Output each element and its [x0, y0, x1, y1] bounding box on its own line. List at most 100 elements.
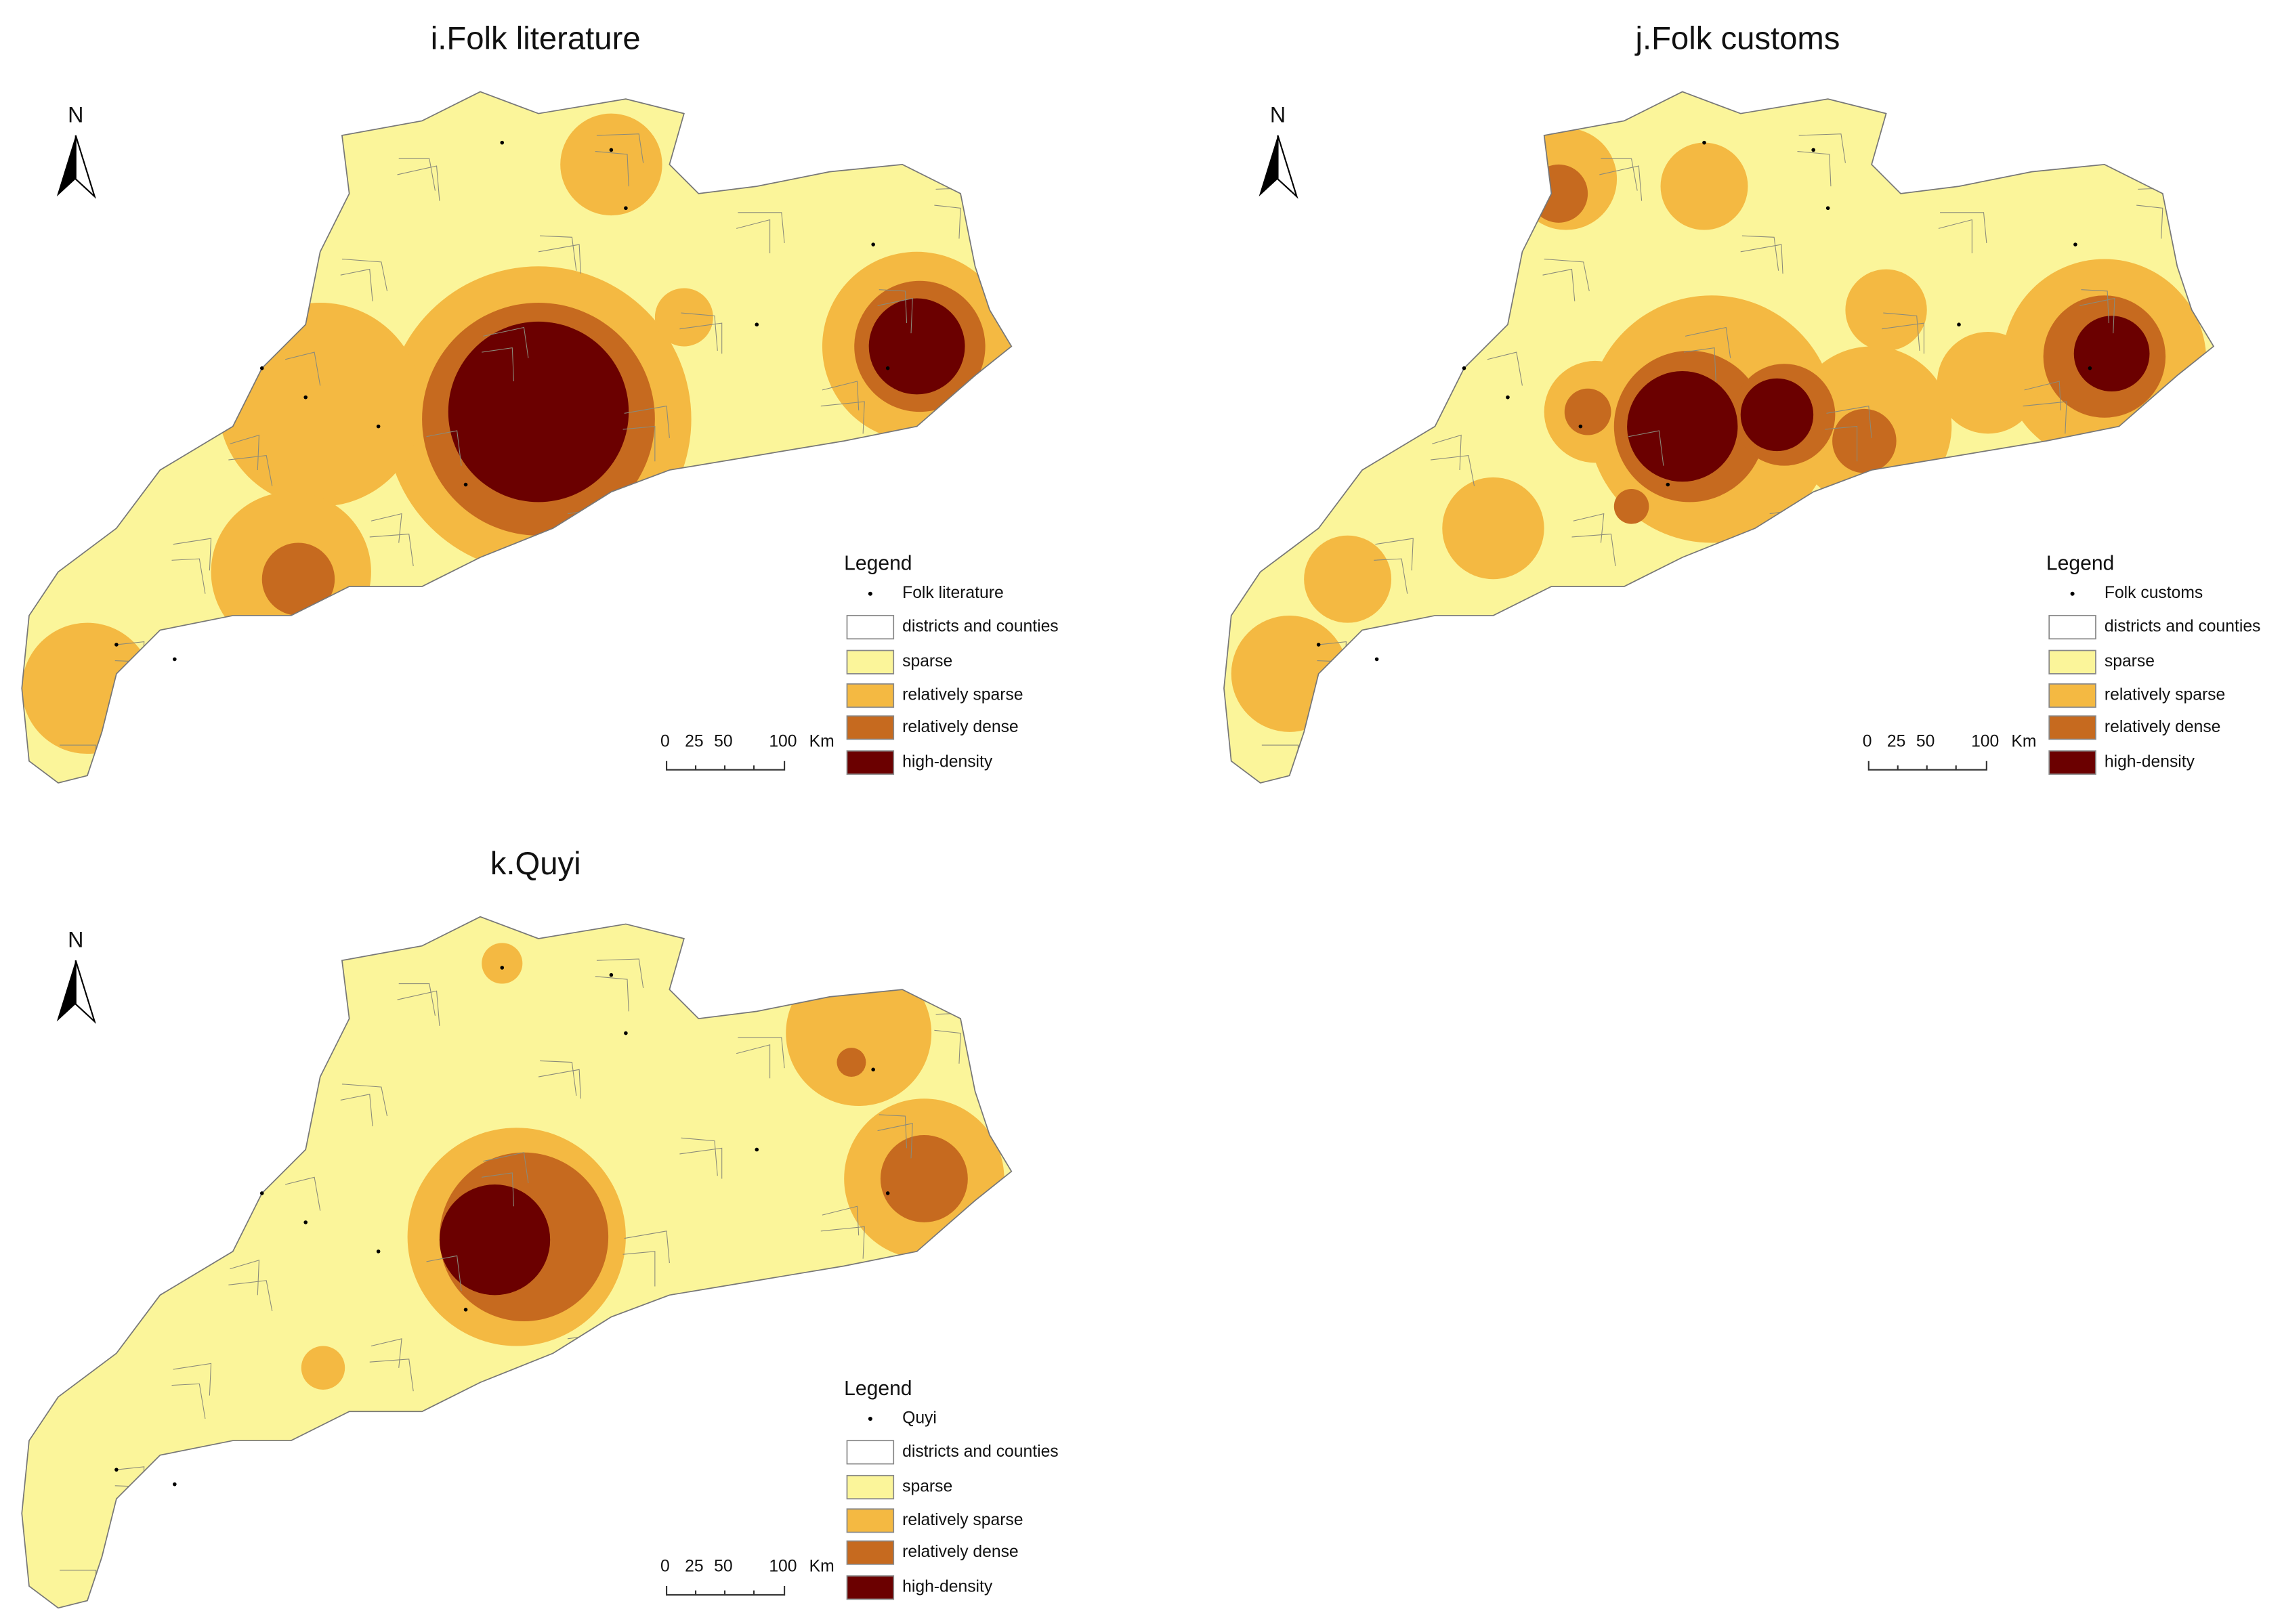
county-boundary: [1544, 258, 1590, 291]
legend-swatch: [846, 649, 895, 675]
county-boundary: [173, 1363, 212, 1396]
county-boundary: [822, 1205, 860, 1236]
county-boundary: [1825, 426, 1858, 462]
county-boundary: [679, 322, 723, 354]
site-point: [1462, 366, 1466, 370]
county-boundary: [736, 219, 771, 253]
site-point: [376, 424, 381, 429]
province-outline: [21, 916, 1013, 1609]
county-boundary: [199, 1015, 232, 1047]
scale-label: Km: [809, 1558, 834, 1576]
scale-label: 25: [685, 732, 703, 750]
county-boundary: [341, 258, 388, 291]
county-boundary: [171, 558, 206, 594]
county-boundary: [1516, 616, 1557, 651]
site-point: [463, 1308, 468, 1312]
north-arrow-right: [75, 960, 96, 1024]
county-boundary: [144, 273, 173, 306]
site-point: [1702, 140, 1706, 145]
north-arrow-left: [56, 135, 76, 197]
county-boundary: [312, 1461, 347, 1492]
legend-title: Legend: [2046, 553, 2114, 575]
legend-swatch: [2048, 649, 2096, 675]
county-boundary: [455, 695, 503, 731]
north-label: N: [1270, 102, 1286, 127]
county-boundary: [1460, 720, 1489, 751]
legend-swatch: [846, 1440, 895, 1465]
county-boundary: [1431, 455, 1475, 486]
county-boundary: [1798, 133, 1846, 163]
county-boundary: [482, 347, 514, 382]
county-boundary: [820, 401, 865, 434]
county-boundary: [1826, 405, 1872, 438]
site-point: [1957, 322, 1961, 327]
legend-swatch: [846, 615, 895, 640]
density-map: [1223, 91, 2214, 784]
scale-label: 50: [714, 732, 732, 750]
county-boundary: [1375, 538, 1414, 571]
county-boundary: [624, 405, 670, 438]
county-boundary: [228, 455, 273, 486]
density-zone: [880, 1134, 968, 1222]
site-point: [1506, 395, 1510, 400]
site-point: [609, 973, 614, 977]
county-boundary: [1290, 366, 1319, 404]
panel-title: i.Folk literature: [431, 21, 641, 57]
density-zone: [1937, 331, 2040, 434]
scale-label: 0: [660, 732, 670, 750]
province-outline: [21, 91, 1013, 784]
county-boundary: [257, 1545, 287, 1577]
county-boundary: [1966, 505, 2000, 534]
legend-label: relatively dense: [2105, 718, 2221, 736]
legend-label: sparse: [902, 1477, 952, 1495]
legend-swatch: [846, 715, 895, 740]
county-boundary: [1657, 695, 1705, 731]
site-point: [755, 322, 759, 327]
legend-swatch: [2048, 615, 2096, 640]
county-boundary: [284, 1176, 321, 1211]
density-zone: [448, 321, 629, 503]
scale-label: 25: [1887, 732, 1905, 750]
scale-label: 100: [1971, 732, 1999, 750]
scale-bar: [665, 761, 786, 771]
county-boundary: [369, 1359, 414, 1392]
county-boundary: [877, 1123, 913, 1159]
county-boundary: [314, 1441, 354, 1476]
site-point: [259, 1191, 264, 1195]
legend-swatch: [2048, 715, 2096, 740]
county-boundary: [681, 312, 718, 351]
scale-bar: [665, 1586, 786, 1596]
density-zone: [1627, 370, 1738, 482]
density-zone: [1231, 615, 1348, 732]
county-boundary: [653, 670, 692, 703]
north-label: N: [68, 928, 83, 952]
county-boundary: [1542, 268, 1576, 301]
county-boundary: [483, 326, 529, 358]
legend-label: relatively dense: [902, 1543, 1019, 1561]
site-point: [1811, 148, 1815, 152]
panel-title: j.Folk customs: [1634, 21, 1840, 57]
density-zone: [261, 542, 335, 616]
county-boundary: [738, 212, 785, 243]
scale-label: 50: [714, 1558, 732, 1576]
county-boundary: [512, 591, 551, 623]
scale-label: 0: [1863, 732, 1872, 750]
legend-label: Folk customs: [2105, 584, 2203, 602]
county-boundary: [2165, 459, 2203, 491]
county-boundary: [793, 127, 837, 159]
county-boundary: [314, 616, 354, 651]
site-point: [871, 242, 875, 247]
county-boundary: [256, 737, 299, 775]
county-boundary: [820, 1226, 865, 1259]
county-boundary: [454, 1539, 488, 1572]
legend-label: districts and counties: [2105, 618, 2261, 636]
site-point: [376, 1249, 381, 1254]
density-zone: [1845, 269, 1927, 351]
county-boundary: [879, 289, 908, 324]
county-boundary: [87, 376, 125, 406]
county-boundary: [228, 1280, 273, 1312]
site-point: [2088, 366, 2092, 370]
county-boundary: [793, 952, 837, 984]
site-point: [755, 1147, 759, 1152]
